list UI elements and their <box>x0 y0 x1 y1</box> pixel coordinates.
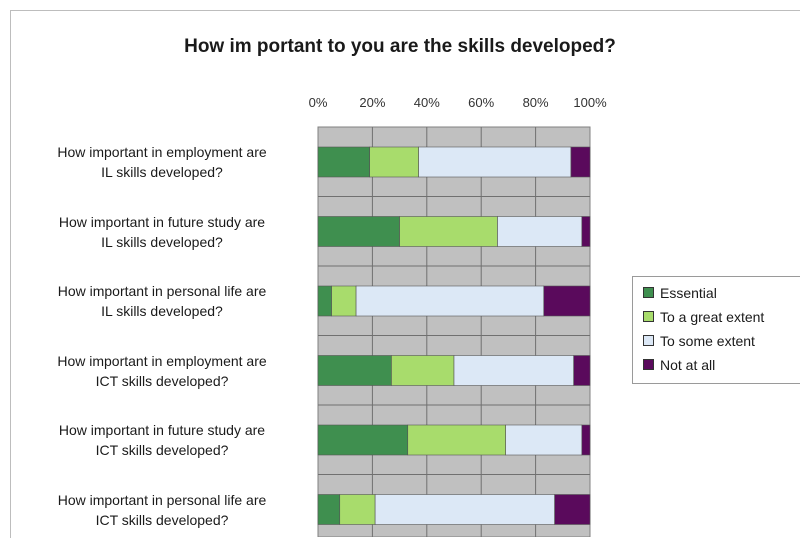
legend-swatch <box>643 359 654 370</box>
bar-segment <box>339 494 376 525</box>
x-tick-label: 60% <box>468 95 494 110</box>
bar-segment <box>391 355 455 386</box>
bar-segment <box>543 285 591 317</box>
x-tick-label: 80% <box>523 95 549 110</box>
bar-segment <box>369 146 419 178</box>
bar-segment <box>317 355 392 386</box>
category-label-line: How important in future study are <box>58 422 266 438</box>
bar-segment <box>331 285 357 317</box>
x-tick-label: 100% <box>573 95 607 110</box>
legend-label: Essential <box>660 285 717 301</box>
category-label: How important in future study are IL skil… <box>12 212 312 252</box>
bar-segment <box>374 494 555 525</box>
x-tick-label: 40% <box>414 95 440 110</box>
plot-area <box>317 126 591 537</box>
legend-swatch <box>643 311 654 322</box>
bar-segment <box>453 355 574 386</box>
bar-segment <box>573 355 591 386</box>
legend-label: To a great extent <box>660 309 765 325</box>
bar-segment <box>317 285 332 317</box>
bar-segment <box>581 216 591 247</box>
bar-segment <box>317 146 370 178</box>
category-label-line: IL skills developed? <box>101 233 223 250</box>
category-label-line: ICT skills developed? <box>95 511 229 528</box>
x-tick-label: 20% <box>359 95 385 110</box>
bar-segment <box>418 146 572 178</box>
bar-segment <box>355 285 545 317</box>
bar-segment <box>399 216 498 247</box>
category-label: How important in personal life are ICT sk… <box>12 490 312 530</box>
bar-segment <box>317 216 400 247</box>
bar-segment <box>505 424 583 456</box>
category-label: How important in future study are ICT ski… <box>12 420 312 460</box>
legend-label: Not at all <box>660 357 716 373</box>
category-label-line: How important in personal life are <box>57 283 267 299</box>
category-label: How important in personal life are IL ski… <box>12 281 312 321</box>
legend-label: To some extent <box>660 333 755 349</box>
bar-segment <box>570 146 591 178</box>
category-label: How important in employment are ICT skill… <box>12 351 312 391</box>
bar-segment <box>317 494 341 525</box>
legend-swatch <box>643 287 654 298</box>
bar-segment <box>317 424 409 456</box>
category-label-line: How important in future study are <box>58 213 266 230</box>
bar-segment <box>407 424 506 456</box>
category-label-line: How important in personal life are <box>57 491 267 508</box>
legend-swatch <box>643 335 654 346</box>
chart-legend: Essential To a great extent To some extent… <box>632 276 800 384</box>
category-label: How important in employment are IL skills… <box>12 142 312 182</box>
category-label-line: How important in employment are <box>57 352 267 369</box>
bar-segment <box>581 424 591 456</box>
category-label-line: ICT skills developed? <box>95 372 229 389</box>
category-label-line: How important in employment are <box>57 144 267 160</box>
category-label-line: ICT skills developed? <box>95 442 229 458</box>
category-label-line: IL skills developed? <box>101 303 223 319</box>
x-tick-label: 0% <box>309 95 328 110</box>
chart-title: How im portant to you are the skills dev… <box>184 36 616 57</box>
bar-segment <box>554 494 591 525</box>
category-label-line: IL skills developed? <box>101 164 223 180</box>
bar-segment <box>497 216 583 247</box>
